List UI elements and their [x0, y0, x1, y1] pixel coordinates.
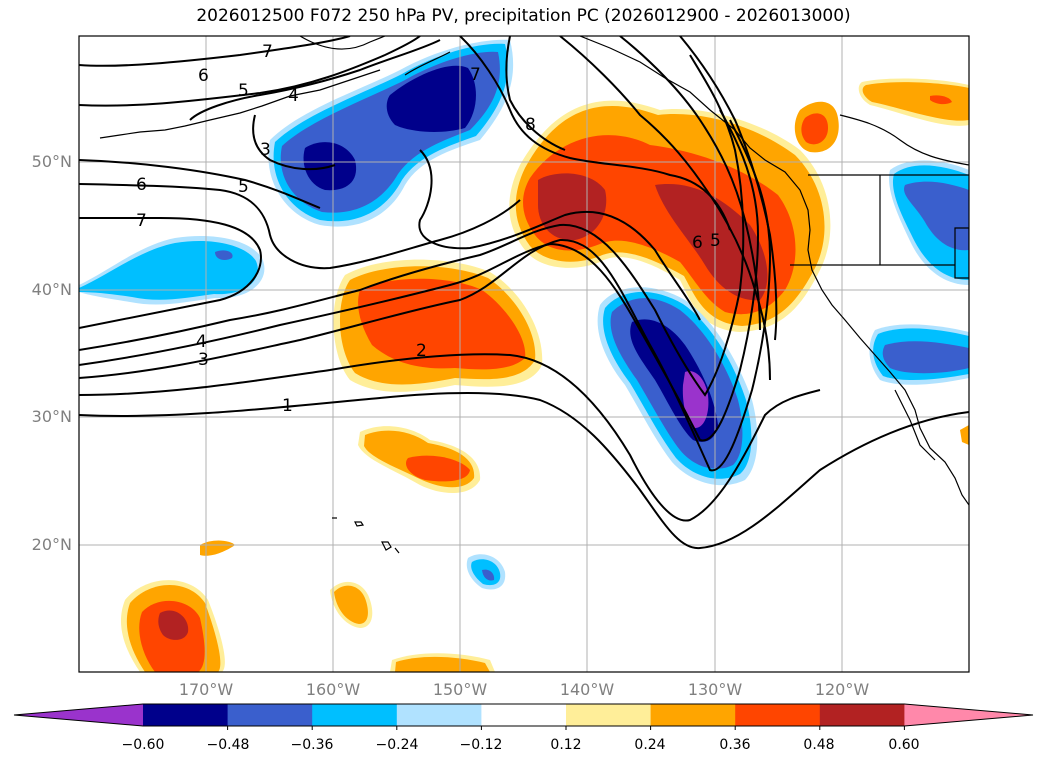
lat-label: 20°N — [31, 535, 72, 554]
colorbar-segment — [227, 704, 313, 726]
contour-label: 6 — [692, 233, 703, 253]
colorbar-tick-label: 0.12 — [550, 737, 582, 753]
contour-label: 8 — [525, 115, 536, 135]
negative-anomaly-west — [79, 160, 969, 590]
colorbar-tick-label: 0.24 — [634, 737, 666, 753]
contour-label: 4 — [288, 86, 299, 106]
lon-label: 150°W — [432, 680, 488, 699]
colorbar-segment — [650, 704, 736, 726]
colorbar-outline — [13, 703, 1034, 727]
colorbar-segment — [735, 704, 821, 726]
colorbar-tick-label: 0.36 — [719, 737, 751, 753]
lat-lon-grid — [79, 36, 969, 672]
colorbar-tick-label: −0.24 — [375, 737, 419, 753]
colorbar-segment — [819, 704, 905, 726]
colorbar-segment — [312, 704, 398, 726]
contour-label: 7 — [136, 211, 147, 231]
map-frame — [78, 35, 970, 673]
positive-anomaly-central-pacific — [333, 259, 543, 392]
contour-label: 6 — [198, 66, 209, 86]
pv-contours — [79, 36, 969, 550]
colorbar-tick-label: −0.12 — [459, 737, 503, 753]
contour-label: 5 — [238, 177, 249, 197]
colorbar-segment — [481, 704, 567, 726]
contour-label: 7 — [470, 65, 481, 85]
colorbar-segment — [566, 704, 652, 726]
contour-labels: 7 6 5 4 3 6 5 7 8 7 4 3 2 1 6 5 — [136, 42, 721, 416]
map-title: 2026012500 F072 250 hPa PV, precipitatio… — [196, 6, 851, 26]
lat-label: 50°N — [31, 152, 72, 171]
lon-label: 160°W — [305, 680, 361, 699]
lon-label: 140°W — [559, 680, 615, 699]
contour-label: 5 — [238, 81, 249, 101]
lat-label: 40°N — [31, 280, 72, 299]
lon-label: 120°W — [814, 680, 870, 699]
contour-label: 6 — [136, 175, 147, 195]
colorbar-tick-label: −0.48 — [206, 737, 250, 753]
colorbar-tick-label: −0.60 — [121, 737, 165, 753]
contour-label: 4 — [196, 332, 207, 352]
lon-label: 170°W — [178, 680, 234, 699]
contour-label: 3 — [198, 350, 209, 370]
contour-label: 7 — [262, 42, 273, 62]
contour-label: 3 — [260, 140, 271, 160]
lon-label: 130°W — [687, 680, 743, 699]
negative-anomaly-north-pacific — [268, 39, 514, 227]
colorbar-extend-min — [14, 704, 143, 726]
colorbar-segment — [143, 704, 229, 726]
colorbar-extend-max — [904, 704, 1033, 726]
positive-anomaly-small — [120, 78, 969, 672]
colorbar — [13, 703, 1034, 730]
contour-label: 2 — [416, 341, 427, 361]
contour-label: 1 — [282, 396, 293, 416]
colorbar-tick-label: 0.48 — [803, 737, 835, 753]
contour-label: 5 — [710, 231, 721, 251]
coastlines — [99, 36, 969, 554]
colorbar-tick-label: −0.36 — [290, 737, 334, 753]
lat-label: 30°N — [31, 407, 72, 426]
colorbar-tick-label: 0.60 — [888, 737, 920, 753]
colorbar-segment — [396, 704, 482, 726]
